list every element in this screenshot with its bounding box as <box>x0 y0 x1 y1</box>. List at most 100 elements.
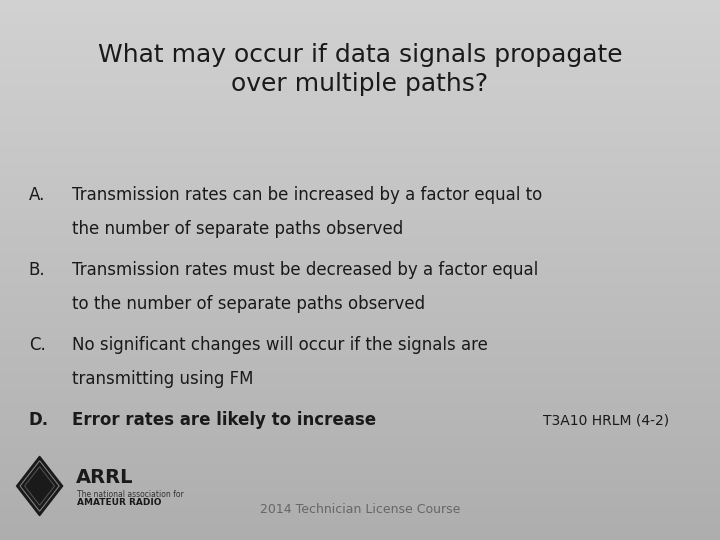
Bar <box>0 538 720 540</box>
Bar <box>0 171 720 173</box>
Bar <box>0 355 720 356</box>
Bar <box>0 414 720 416</box>
Text: What may occur if data signals propagate
over multiple paths?: What may occur if data signals propagate… <box>98 43 622 96</box>
Bar <box>0 349 720 351</box>
Bar <box>0 286 720 288</box>
Bar <box>0 241 720 243</box>
Bar <box>0 38 720 39</box>
Bar <box>0 259 720 261</box>
Bar <box>0 12 720 15</box>
Bar <box>0 533 720 535</box>
Bar <box>0 358 720 360</box>
Bar <box>0 9 720 11</box>
Bar <box>0 216 720 218</box>
Bar <box>0 324 720 326</box>
Bar <box>0 363 720 366</box>
Bar <box>0 274 720 275</box>
Bar <box>0 275 720 277</box>
Bar <box>0 501 720 502</box>
Bar <box>0 150 720 151</box>
Text: 2014 Technician License Course: 2014 Technician License Course <box>260 503 460 516</box>
Bar <box>0 106 720 108</box>
Bar <box>0 432 720 434</box>
Bar <box>0 382 720 383</box>
Bar <box>0 293 720 295</box>
Bar <box>0 517 720 518</box>
Bar <box>0 18 720 20</box>
Bar <box>0 99 720 101</box>
Bar <box>0 340 720 342</box>
Bar <box>0 252 720 254</box>
Bar <box>0 297 720 299</box>
Bar <box>0 416 720 417</box>
Bar <box>0 239 720 241</box>
Bar <box>0 173 720 174</box>
Bar <box>0 282 720 285</box>
Bar <box>0 112 720 113</box>
Bar <box>0 474 720 475</box>
Text: No significant changes will occur if the signals are: No significant changes will occur if the… <box>72 336 488 354</box>
Bar <box>0 450 720 452</box>
Bar <box>0 144 720 146</box>
Bar <box>0 502 720 504</box>
Bar <box>0 423 720 425</box>
Bar <box>0 88 720 90</box>
Bar <box>0 328 720 329</box>
Bar <box>0 306 720 308</box>
Bar <box>0 166 720 167</box>
Bar <box>0 482 720 484</box>
Bar <box>0 263 720 265</box>
Bar <box>0 454 720 455</box>
Bar <box>0 193 720 194</box>
Bar <box>0 389 720 390</box>
Bar <box>0 238 720 239</box>
Bar <box>0 221 720 223</box>
Bar <box>0 428 720 430</box>
Bar <box>0 396 720 398</box>
Bar <box>0 196 720 198</box>
Bar <box>0 509 720 511</box>
Bar <box>0 86 720 88</box>
Bar <box>0 466 720 468</box>
Bar <box>0 385 720 387</box>
Bar <box>0 531 720 533</box>
Bar <box>0 347 720 349</box>
Bar <box>0 371 720 373</box>
Bar <box>0 479 720 481</box>
Bar <box>0 313 720 315</box>
Bar <box>0 412 720 414</box>
Bar <box>0 277 720 279</box>
Text: D.: D. <box>29 411 49 429</box>
Bar <box>0 317 720 319</box>
Text: The national association for: The national association for <box>77 490 184 499</box>
Bar <box>0 254 720 255</box>
Bar <box>0 255 720 258</box>
Bar <box>0 266 720 268</box>
Bar <box>0 437 720 439</box>
Bar <box>0 90 720 92</box>
Bar <box>0 25 720 27</box>
Bar <box>0 279 720 281</box>
Bar <box>0 34 720 36</box>
Bar <box>0 182 720 184</box>
Bar <box>0 65 720 66</box>
Bar <box>0 7 720 9</box>
Bar <box>0 49 720 50</box>
Bar <box>0 59 720 61</box>
Bar <box>0 180 720 182</box>
Bar <box>0 421 720 423</box>
Text: ARRL: ARRL <box>76 468 133 488</box>
Bar <box>0 74 720 76</box>
Bar <box>0 191 720 193</box>
Bar <box>0 344 720 346</box>
Bar <box>0 232 720 234</box>
Bar <box>0 157 720 158</box>
Bar <box>0 390 720 393</box>
Bar <box>0 147 720 150</box>
Bar <box>0 83 720 85</box>
Bar <box>0 497 720 498</box>
Bar <box>0 39 720 42</box>
Bar <box>0 536 720 538</box>
Bar <box>0 81 720 83</box>
Bar <box>0 394 720 396</box>
